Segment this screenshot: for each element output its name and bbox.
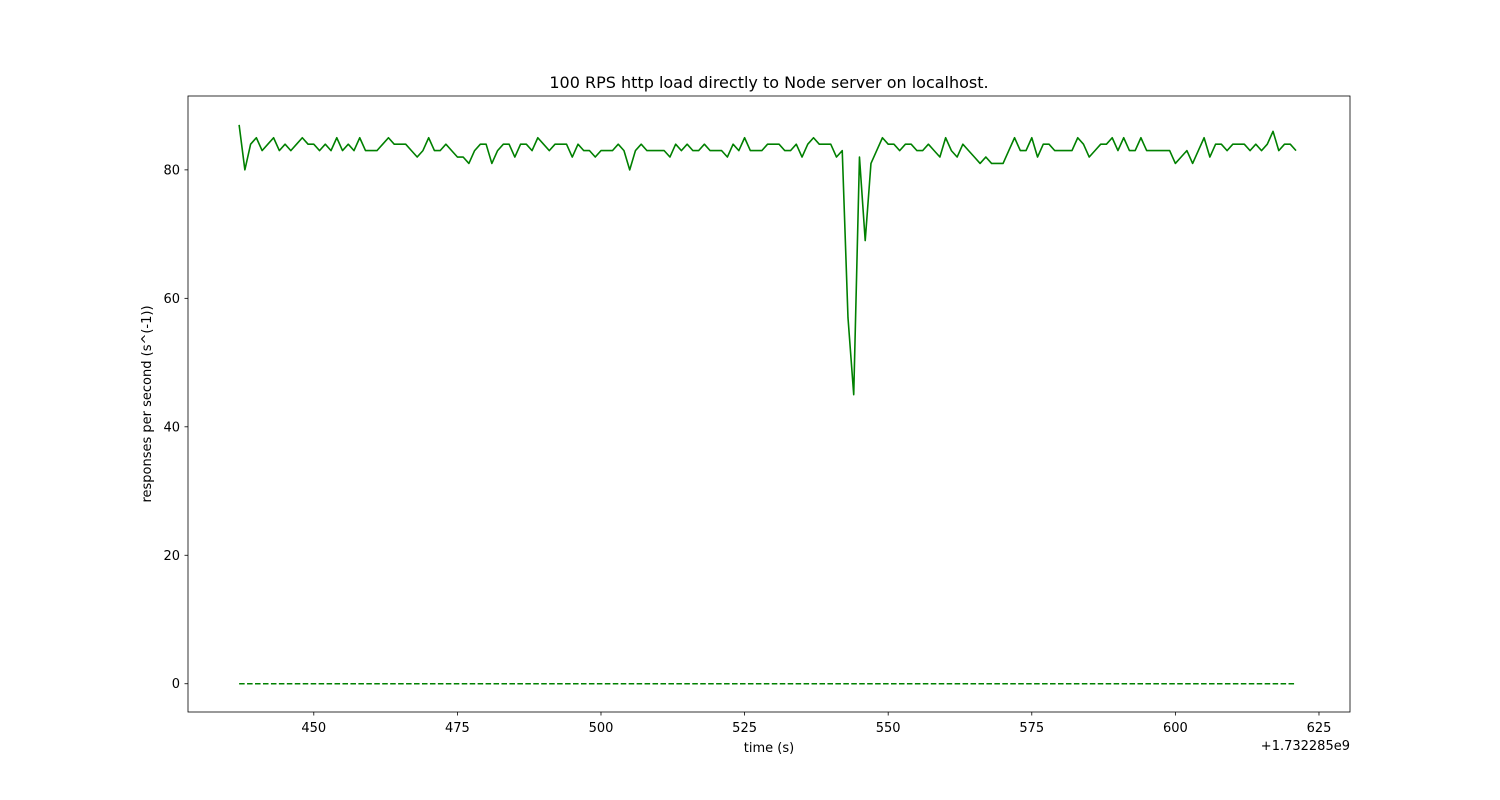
x-tick-label: 625 [1307,721,1332,736]
data-line [238,124,1297,396]
x-tick-label: 475 [445,721,470,736]
x-axis-label: time (s) [744,741,794,756]
plot-frame [187,95,1351,713]
x-tick-label: 600 [1163,721,1188,736]
y-tick-label: 80 [163,163,180,178]
x-tick-label: 500 [589,721,614,736]
y-tick-label: 60 [163,292,180,307]
x-tick-label: 525 [732,721,757,736]
y-axis-label: responses per second (s^(-1)) [140,305,155,502]
x-tick-label: 450 [301,721,326,736]
x-tick-label: 575 [1019,721,1044,736]
y-tick-label: 20 [163,549,180,564]
x-offset-label: +1.732285e9 [1261,739,1350,754]
y-tick-label: 0 [172,677,180,692]
x-tick-label: 550 [876,721,901,736]
chart-title: 100 RPS http load directly to Node serve… [549,73,988,92]
y-tick-label: 40 [163,420,180,435]
